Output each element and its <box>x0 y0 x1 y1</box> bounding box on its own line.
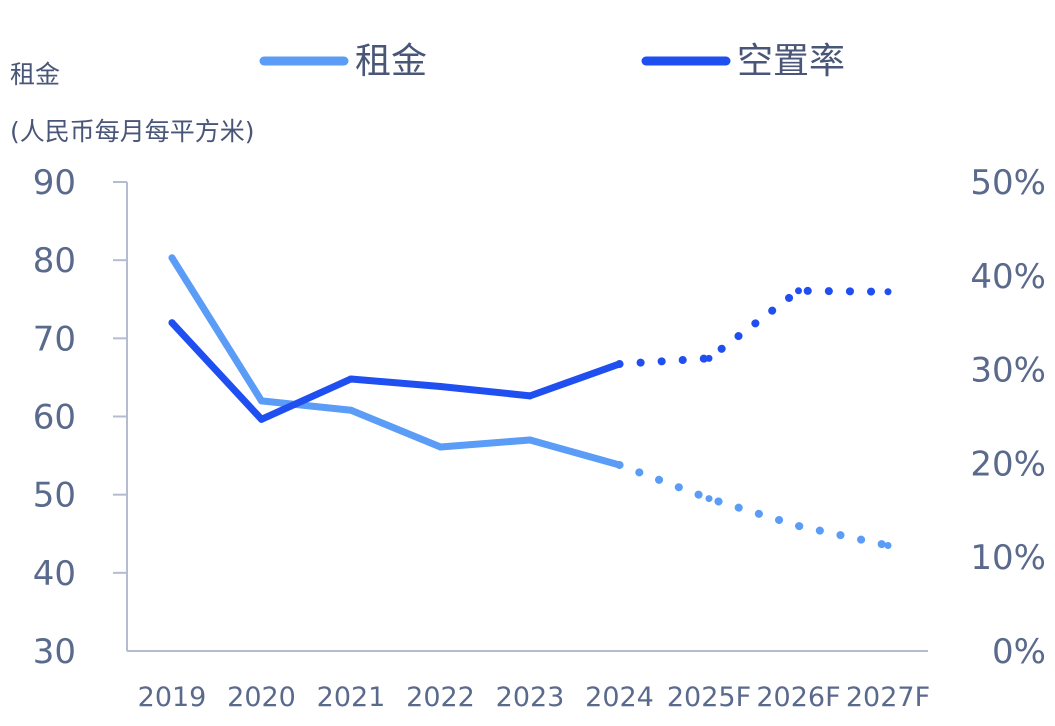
right-tick-label: 50% <box>970 163 1046 203</box>
left-tick-label: 50 <box>33 476 76 516</box>
x-tick-label: 2026F <box>756 682 840 713</box>
series-line-vacancy <box>168 319 623 423</box>
right-tick-label: 0% <box>992 632 1046 672</box>
x-tick-label: 2020 <box>227 682 296 713</box>
data-point-vacancy <box>884 288 892 296</box>
series-forecast-rent <box>615 460 892 550</box>
x-tick-label: 2024 <box>585 682 654 713</box>
legend-label-rent: 租金 <box>355 41 427 82</box>
left-tick-label: 40 <box>33 554 76 594</box>
series-layer <box>168 254 892 550</box>
data-point-rent <box>347 406 355 414</box>
y-axis-title: 租金 <box>10 60 60 89</box>
data-point-vacancy <box>347 375 355 383</box>
y-axis-unit: (人民币每月每平方米) <box>10 117 255 146</box>
left-tick-label: 60 <box>33 398 76 438</box>
data-point-rent <box>258 397 265 405</box>
x-axis-ticks: 2019 2020 2021 2022 2023 2024 2025F 2026F 2027F <box>138 682 930 713</box>
left-axis-ticks: 30 40 50 60 70 80 90 <box>33 163 127 672</box>
x-tick-label: 2022 <box>406 682 475 713</box>
data-point-vacancy <box>616 360 623 368</box>
left-tick-label: 30 <box>33 632 76 672</box>
data-point-vacancy <box>526 392 534 400</box>
x-tick-label: 2025F <box>667 682 751 713</box>
left-tick-label: 90 <box>33 163 76 203</box>
data-point-vacancy <box>168 319 176 327</box>
right-axis-ticks: 0% 10% 20% 30% 40% 50% <box>970 163 1046 672</box>
legend-label-vacancy: 空置率 <box>737 41 845 82</box>
series-forecast-vacancy <box>615 286 892 368</box>
x-tick-label: 2019 <box>138 682 207 713</box>
left-tick-label: 80 <box>33 241 76 281</box>
legend: 租金 空置率 <box>259 41 845 82</box>
right-tick-label: 20% <box>970 444 1046 484</box>
data-point-rent <box>884 541 892 549</box>
series-line-rent <box>168 254 623 469</box>
data-point-rent <box>168 254 176 262</box>
x-tick-label: 2027F <box>846 682 930 713</box>
data-point-vacancy <box>705 354 713 362</box>
right-tick-label: 40% <box>970 257 1046 297</box>
data-point-rent <box>526 436 534 444</box>
data-point-vacancy <box>258 415 265 423</box>
data-point-rent <box>437 443 444 451</box>
right-tick-label: 10% <box>970 538 1046 578</box>
data-point-rent <box>616 461 623 469</box>
x-tick-label: 2021 <box>317 682 386 713</box>
data-point-vacancy <box>437 382 444 390</box>
data-point-rent <box>795 522 802 530</box>
left-tick-label: 70 <box>33 319 76 359</box>
x-tick-label: 2023 <box>496 682 565 713</box>
data-point-vacancy <box>795 287 802 295</box>
data-point-rent <box>705 495 713 503</box>
right-tick-label: 30% <box>970 351 1046 391</box>
